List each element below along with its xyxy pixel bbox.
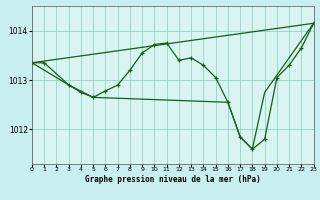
X-axis label: Graphe pression niveau de la mer (hPa): Graphe pression niveau de la mer (hPa): [85, 175, 261, 184]
